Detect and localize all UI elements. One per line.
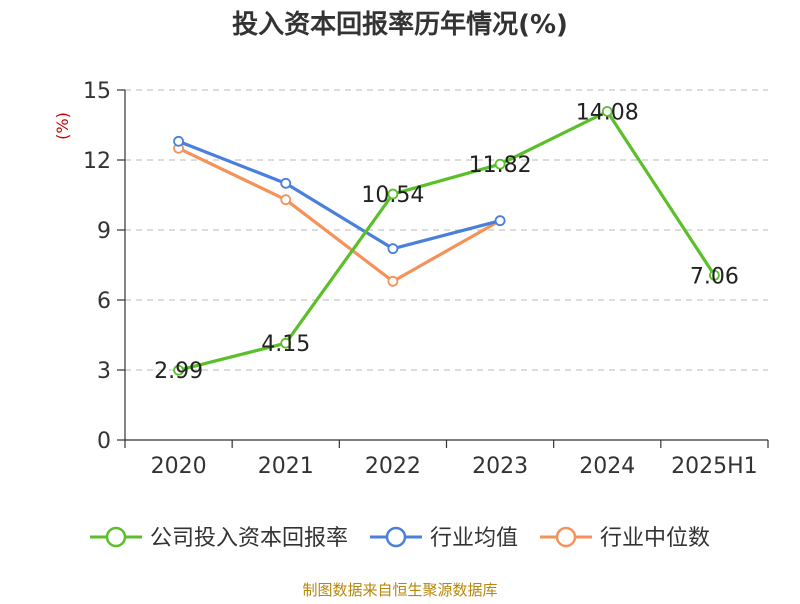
legend-label: 行业均值 [430,526,518,551]
y-tick-label: 0 [97,429,111,454]
legend-swatch-marker [555,526,577,548]
data-point [494,158,506,170]
data-point [280,177,292,189]
series-lines [173,106,720,376]
y-tick-label: 12 [83,149,111,174]
y-tick-label: 9 [97,219,111,244]
legend-item[interactable]: 行业中位数 [540,526,710,551]
source-note: 制图数据来自恒生聚源数据库 [302,581,497,599]
data-label: 4.15 [261,332,310,357]
data-label: 14.08 [576,100,639,125]
data-point [173,135,184,147]
legend-swatch-marker [105,526,127,548]
y-axis-unit-label: (%) [53,112,72,140]
axes: 0 3 6 9 12 15 2020 2021 2022 2023 2024 2025H1 [83,79,769,479]
grid-lines [125,89,768,371]
legend-label: 公司投入资本回报率 [150,526,348,551]
data-point [494,215,506,227]
data-point [280,194,292,206]
legend-item[interactable]: 公司投入资本回报率 [90,526,348,551]
legend-label: 行业中位数 [600,526,710,551]
x-tick-label: 2025H1 [671,454,758,479]
x-tick-label: 2020 [151,454,207,479]
y-tick-label: 3 [97,359,111,384]
x-tick-label: 2024 [579,454,635,479]
x-tick-label: 2023 [472,454,528,479]
legend-swatch-marker [385,526,407,548]
x-tick-label: 2022 [365,454,421,479]
legend: 公司投入资本回报率 行业均值 行业中位数 [90,526,710,551]
data-point [387,275,399,287]
data-label: 11.82 [469,153,532,178]
data-point [387,243,399,255]
series-line [176,109,717,372]
x-tick-label: 2021 [258,454,314,479]
data-point [173,364,184,376]
data-label: 2.99 [154,359,203,384]
series-line [176,146,502,283]
data-label: 10.54 [361,183,424,208]
chart-title: 投入资本回报率历年情况(%) [232,9,568,40]
data-label: 7.06 [690,264,739,289]
legend-item[interactable]: 行业均值 [370,526,518,551]
y-tick-label: 6 [97,289,111,314]
data-point [280,337,292,349]
data-labels: 2.99 4.15 10.54 11.82 14.08 7.06 [154,100,739,384]
data-point [387,188,399,200]
y-tick-label: 15 [83,79,111,104]
data-point [601,106,613,117]
data-point [709,269,720,281]
series-line [176,139,502,251]
